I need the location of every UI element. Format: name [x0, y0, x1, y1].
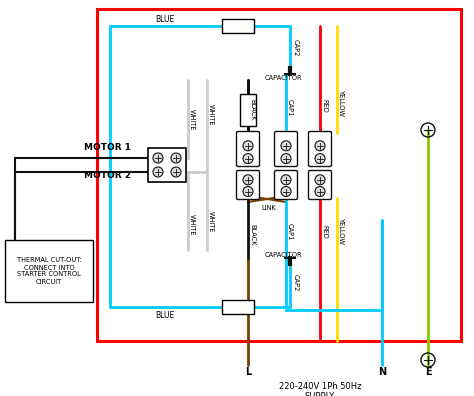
Bar [148, 148, 186, 182]
FancyBboxPatch shape [274, 131, 298, 166]
Bar [97, 9, 461, 341]
FancyBboxPatch shape [309, 171, 331, 200]
Circle shape [315, 187, 325, 196]
Circle shape [281, 141, 291, 151]
Text: MOTOR 1: MOTOR 1 [84, 143, 131, 152]
Text: RED: RED [321, 225, 327, 239]
Text: WHITE: WHITE [208, 104, 214, 126]
Text: YELLOW: YELLOW [338, 219, 344, 246]
Text: CAP2: CAP2 [293, 39, 299, 57]
Text: CAPACITOR: CAPACITOR [265, 252, 302, 258]
Text: L: L [245, 367, 251, 377]
Circle shape [281, 154, 291, 164]
Text: WHITE: WHITE [189, 109, 195, 131]
Circle shape [153, 153, 163, 163]
FancyBboxPatch shape [237, 131, 259, 166]
Circle shape [171, 167, 181, 177]
Text: WHITE: WHITE [208, 211, 214, 233]
Text: N: N [378, 367, 386, 377]
Text: CAP2: CAP2 [293, 274, 299, 292]
Circle shape [171, 153, 181, 163]
Text: CAPACITOR: CAPACITOR [265, 75, 302, 81]
Text: 220-240V 1Ph 50Hz
SUPPLY: 220-240V 1Ph 50Hz SUPPLY [279, 382, 361, 396]
Circle shape [243, 187, 253, 196]
Circle shape [281, 187, 291, 196]
FancyBboxPatch shape [274, 171, 298, 200]
Circle shape [153, 167, 163, 177]
Text: E: E [425, 367, 431, 377]
Text: THERMAL CUT-OUT:
CONNECT INTO
STARTER CONTROL
CIRCUIT: THERMAL CUT-OUT: CONNECT INTO STARTER CO… [17, 257, 82, 284]
FancyBboxPatch shape [237, 171, 259, 200]
Text: CAP1: CAP1 [287, 223, 293, 241]
Bar [222, 300, 254, 314]
Text: MOTOR 2: MOTOR 2 [84, 171, 131, 179]
Text: RED: RED [321, 99, 327, 113]
Circle shape [315, 141, 325, 151]
Circle shape [243, 141, 253, 151]
Bar [5, 240, 93, 302]
Text: BLACK: BLACK [249, 224, 255, 246]
Text: YELLOW: YELLOW [338, 89, 344, 116]
Text: WHITE: WHITE [189, 214, 195, 236]
Circle shape [315, 154, 325, 164]
Text: BLACK: BLACK [249, 99, 255, 121]
Circle shape [243, 154, 253, 164]
Circle shape [315, 175, 325, 185]
Bar [222, 19, 254, 33]
Text: BLUE: BLUE [155, 15, 174, 25]
Circle shape [281, 175, 291, 185]
Circle shape [243, 175, 253, 185]
Text: BLUE: BLUE [155, 310, 174, 320]
Bar [240, 94, 256, 126]
Text: LINK: LINK [262, 205, 276, 211]
Text: CAP1: CAP1 [287, 99, 293, 117]
FancyBboxPatch shape [309, 131, 331, 166]
